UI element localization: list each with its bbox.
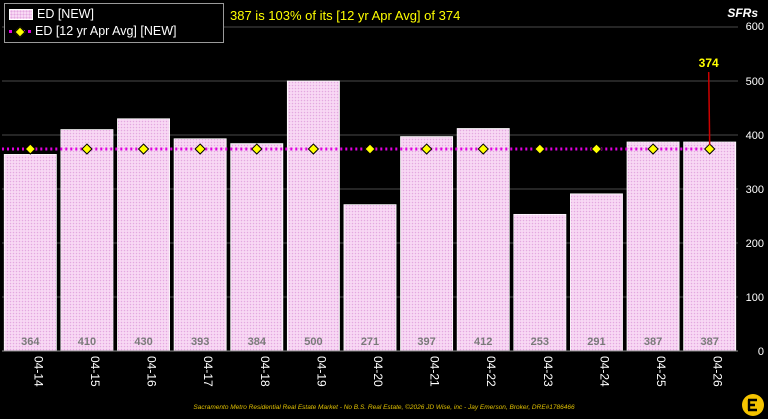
y-axis: 0 100 200 300 400 500 600	[2, 21, 764, 358]
footer-credit: Sacramento Metro Residential Real Estate…	[193, 404, 575, 411]
data-labels: 364 410 430 393 384 500 271 397 412 253 291 387 387	[21, 336, 719, 348]
data-label: 410	[78, 336, 96, 348]
x-tick-label: 04-24	[597, 356, 611, 387]
data-label: 397	[417, 336, 435, 348]
x-tick-label: 04-20	[371, 356, 385, 387]
legend: ED [NEW] ED [12 yr Apr Avg] [NEW]	[4, 3, 224, 43]
y-tick-label: 600	[746, 21, 764, 33]
y-tick-label: 300	[746, 184, 764, 196]
y-tick-label: 400	[746, 130, 764, 142]
average-marker	[24, 143, 37, 155]
bars	[3, 80, 737, 352]
y-tick-label: 500	[746, 76, 764, 88]
x-tick-label: 04-14	[31, 356, 45, 387]
legend-label-average: ED [12 yr Apr Avg] [NEW]	[35, 24, 177, 38]
average-line	[2, 143, 716, 155]
data-label: 412	[474, 336, 492, 348]
x-tick-label: 04-25	[654, 356, 668, 387]
bar	[456, 128, 510, 352]
callout-annotation: 374	[699, 56, 719, 146]
bar	[343, 204, 397, 352]
average-marker	[477, 143, 489, 155]
bar	[683, 141, 737, 352]
bar	[286, 80, 340, 352]
average-marker	[307, 143, 320, 155]
legend-label-bars: ED [NEW]	[37, 7, 94, 21]
brand-logo-icon	[742, 394, 764, 416]
average-marker	[194, 143, 206, 155]
callout-label: 374	[699, 56, 719, 70]
x-tick-label: 04-17	[201, 356, 215, 387]
data-label: 384	[248, 336, 267, 348]
x-tick-label: 04-16	[145, 356, 159, 387]
bar	[60, 129, 114, 352]
x-tick-label: 04-15	[88, 356, 102, 387]
x-tick-label: 04-23	[541, 356, 555, 387]
x-axis: 04-14 04-15 04-16 04-17 04-18 04-19 04-20 04-21…	[31, 356, 724, 387]
legend-swatch-bars	[9, 9, 33, 20]
data-label: 364	[21, 336, 40, 348]
x-tick-label: 04-18	[258, 356, 272, 387]
data-label: 430	[134, 336, 152, 348]
x-tick-label: 04-22	[484, 356, 498, 387]
average-marker	[137, 143, 150, 155]
y-tick-label: 200	[746, 238, 764, 250]
bar	[3, 154, 57, 352]
data-label: 387	[644, 336, 662, 348]
average-marker	[534, 143, 546, 155]
x-tick-label: 04-19	[314, 356, 328, 387]
callout-line	[707, 71, 711, 146]
x-tick-label: 04-26	[711, 356, 725, 387]
bar	[513, 213, 567, 352]
data-label: 387	[701, 336, 719, 348]
data-label: 393	[191, 336, 209, 348]
data-label: 253	[531, 336, 549, 348]
y-axis-title: SFRs	[727, 6, 758, 20]
bar	[626, 141, 680, 352]
average-marker	[364, 143, 376, 155]
legend-swatch-average	[9, 27, 31, 36]
bar	[173, 138, 227, 352]
x-tick-label: 04-21	[428, 356, 442, 387]
average-marker	[251, 143, 263, 155]
chart-title: 387 is 103% of its [12 yr Apr Avg] of 37…	[230, 8, 461, 23]
bar	[570, 193, 623, 352]
y-tick-label: 0	[758, 346, 764, 358]
data-label: 271	[361, 336, 379, 348]
average-marker	[703, 143, 716, 155]
bar	[400, 136, 454, 352]
data-label: 500	[304, 336, 322, 348]
average-marker	[647, 143, 659, 155]
average-marker	[590, 143, 603, 155]
y-tick-label: 100	[746, 292, 764, 304]
average-marker	[420, 143, 433, 155]
data-label: 291	[587, 336, 605, 348]
average-marker	[81, 143, 93, 155]
legend-item-bars: ED [NEW]	[9, 6, 219, 23]
legend-item-average: ED [12 yr Apr Avg] [NEW]	[9, 23, 219, 40]
bar	[230, 143, 284, 352]
